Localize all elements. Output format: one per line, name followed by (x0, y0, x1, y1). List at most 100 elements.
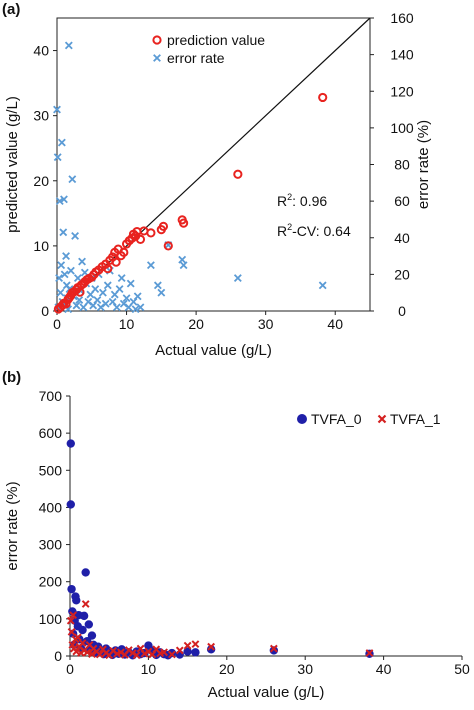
y-tick-label-b: 500 (39, 462, 63, 478)
tvfa1-point-stroke-2 (160, 648, 168, 657)
error-rate-point (60, 270, 69, 279)
tvfa1-point-stroke-2 (124, 646, 133, 654)
error-rate-point (115, 285, 124, 293)
y-tick-label-b: 400 (39, 499, 63, 515)
annotation-r2: R2: 0.96 (277, 192, 327, 209)
tvfa1-point (207, 642, 216, 651)
tvfa1-point (183, 641, 192, 650)
tvfa1-point-stroke-2 (95, 650, 104, 659)
error-rate-point (73, 274, 82, 282)
error-rate-point-stroke-2 (65, 285, 74, 293)
tvfa1-point (69, 611, 78, 620)
error-rate-point-stroke-2 (55, 274, 64, 282)
y2-tick-label-a: 20 (394, 266, 410, 282)
error-rate-point (157, 288, 166, 297)
tvfa1-point-stroke-2 (207, 642, 216, 651)
error-rate-point-stroke-2 (101, 299, 110, 308)
y-tick-label-b: 100 (39, 611, 63, 627)
error-rate-point-stroke-2 (153, 281, 162, 290)
error-rate-point-stroke-2 (73, 274, 82, 282)
prediction-point (111, 257, 121, 267)
error-rate-point (153, 281, 162, 290)
legend-marker-tvfa0 (297, 414, 307, 424)
annotation-r2cv-base: R (277, 223, 287, 239)
y-tick-label-a: 0 (41, 303, 49, 319)
error-rate-point (108, 297, 117, 306)
error-rate-point-stroke-2 (103, 281, 112, 290)
annotation-r2-value: : 0.96 (292, 193, 327, 209)
error-rate-point-stroke-2 (233, 274, 242, 282)
tvfa1-point-stroke-2 (69, 611, 78, 620)
x-tick-label-a: 20 (188, 316, 204, 332)
error-rate-point-stroke-2 (91, 285, 100, 293)
y-tick-label-b: 300 (39, 537, 63, 553)
y2-tick-label-a: 160 (390, 10, 414, 26)
y-tick-label-b: 600 (39, 425, 63, 441)
x-tick-label-a: 10 (119, 316, 135, 332)
panel-a: (a) 0 10 20 30 40 0 10 20 30 40 0 20 40 60 80 100 120 140 1… (2, 1, 432, 359)
prediction-point (158, 221, 169, 231)
y-tick-label-b: 200 (39, 574, 63, 590)
tvfa1-point-stroke-2 (140, 649, 149, 658)
error-rate-point-stroke-2 (133, 292, 142, 301)
error-rate-point-stroke-2 (146, 261, 155, 270)
tvfa1-point-stroke-2 (269, 644, 278, 653)
tvfa1-point (191, 640, 200, 649)
tvfa1-point-stroke-2 (168, 650, 176, 659)
error-rate-point-stroke-2 (119, 299, 128, 308)
error-rate-point (233, 274, 242, 282)
error-rate-point (68, 175, 77, 184)
prediction-point (146, 228, 156, 238)
error-rate-point (56, 288, 65, 297)
tvfa1-point-stroke-2 (85, 640, 94, 649)
error-rate-point-stroke-2 (178, 255, 187, 264)
error-rate-point (53, 153, 62, 162)
tvfa0-point (269, 646, 279, 655)
tvfa0-point (78, 625, 87, 635)
error-rate-point (60, 195, 68, 204)
error-rate-point (318, 281, 327, 290)
legend-b: TVFA_0 TVFA_1 (297, 411, 441, 427)
legend-marker-prediction (152, 35, 162, 45)
error-rate-point (98, 288, 107, 297)
annotation-r2-base: R (277, 193, 287, 209)
tvfa1-point (66, 616, 75, 625)
tvfa1-point-stroke-2 (109, 646, 118, 655)
error-rate-point-stroke-2 (64, 305, 73, 314)
x-tick-label-b: 20 (219, 661, 235, 677)
tvfa0-point (66, 439, 75, 448)
error-rate-point-stroke-2 (53, 105, 61, 114)
error-rate-point (57, 138, 66, 147)
tvfa1-point (95, 650, 104, 659)
error-rate-point-stroke-2 (78, 257, 86, 266)
error-rate-point-stroke-2 (66, 266, 75, 275)
error-rate-point (57, 261, 66, 270)
tvfa1-point-stroke-2 (66, 616, 75, 625)
tvfa0-point (87, 631, 97, 640)
error-rate-point-stroke-2 (131, 305, 140, 314)
error-rate-point (103, 281, 112, 290)
x-tick-label-b: 50 (454, 661, 470, 677)
error-rate-point-stroke-2 (56, 288, 65, 297)
y-tick-label-b: 700 (39, 388, 63, 404)
y2-tick-label-a: 80 (394, 157, 410, 173)
x-tick-label-a: 30 (258, 316, 274, 332)
error-rate-point (136, 303, 145, 312)
y2-axis-label-a: error rate (%) (415, 120, 432, 209)
y2-tick-label-a: 0 (398, 303, 406, 319)
tvfa1-point-stroke-2 (73, 633, 82, 642)
y2-tick-label-a: 40 (394, 230, 410, 246)
tvfa1-point (160, 648, 168, 657)
error-rate-point (71, 231, 80, 240)
tvfa1-point-stroke-2 (175, 646, 184, 655)
tvfa0-point (66, 500, 75, 509)
y2-tick-label-a: 100 (390, 120, 414, 136)
error-rate-point (101, 299, 110, 308)
tvfa0-point (67, 584, 76, 594)
tvfa1-point (175, 646, 184, 655)
error-rate-point-stroke-2 (71, 231, 80, 240)
tvfa0-point (79, 611, 89, 621)
y-tick-label-a: 20 (33, 173, 49, 189)
error-rate-point-stroke-2 (64, 41, 73, 50)
error-rate-point (64, 41, 73, 50)
